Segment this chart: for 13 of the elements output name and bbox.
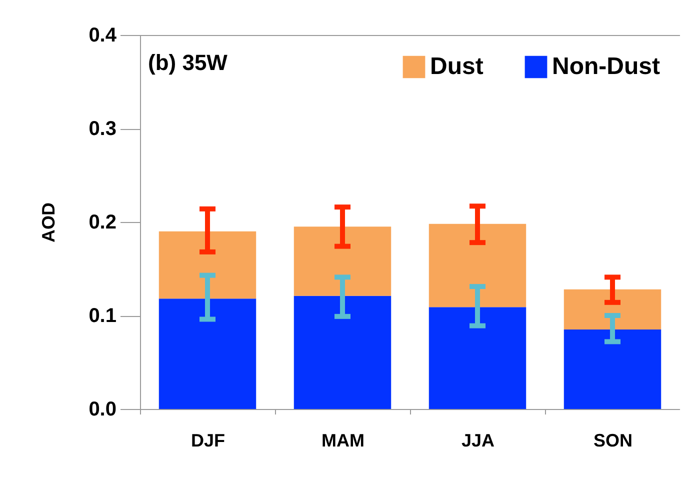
legend-label: Dust (430, 53, 484, 80)
y-axis-title: AOD (38, 202, 59, 242)
y-tick-label: 0.3 (88, 118, 116, 140)
y-tick-label: 0.4 (88, 24, 118, 46)
text: (b) 35W (148, 50, 228, 75)
legend-label: Non-Dust (552, 53, 660, 80)
y-tick-label: 0.0 (88, 398, 116, 420)
y-tick-label: 0.1 (88, 305, 116, 327)
y-tick-label: 0.2 (88, 212, 116, 234)
x-tick-label: DJF (190, 430, 226, 450)
x-tick-label: JJA (461, 430, 495, 450)
x-tick-label: MAM (322, 430, 364, 450)
x-tick-label: SON (593, 430, 633, 450)
